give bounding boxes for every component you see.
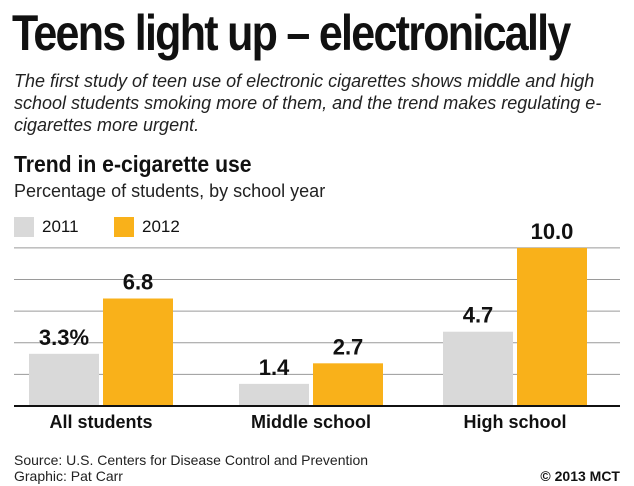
data-label-2012-1: 2.7 [333,334,364,359]
bar-2012-2 [517,247,587,406]
source-note: Source: U.S. Centers for Disease Control… [14,452,369,468]
copyright: © 2013 MCT [540,468,620,484]
data-label-2011-2: 4.7 [463,303,494,328]
category-label-1: Middle school [251,412,371,432]
category-label-0: All students [49,412,152,432]
dek-text: The first study of teen use of electroni… [14,71,602,135]
chart-subtitle: Percentage of students, by school year [14,181,326,201]
footer: Source: U.S. Centers for Disease Control… [14,452,620,484]
credit-note: Graphic: Pat Carr [14,468,123,484]
headline: Teens light up – electronically [12,5,571,61]
bar-2011-2 [443,331,513,406]
legend-label-2012: 2012 [142,217,180,236]
legend-label-2011: 2011 [42,217,79,236]
bar-2011-0 [29,353,99,406]
data-label-2011-0: 3.3% [39,325,89,350]
data-label-2012-0: 6.8 [123,269,154,294]
bar-2012-0 [103,298,173,406]
legend-swatch-2011 [14,217,34,237]
category-label-2: High school [464,412,567,432]
legend-swatch-2012 [114,217,134,237]
bar-2011-1 [239,383,309,406]
data-label-2012-2: 10.0 [531,219,574,244]
chart-title: Trend in e-cigarette use [14,151,252,177]
data-label-2011-1: 1.4 [259,355,290,380]
bar-2012-1 [313,363,383,406]
